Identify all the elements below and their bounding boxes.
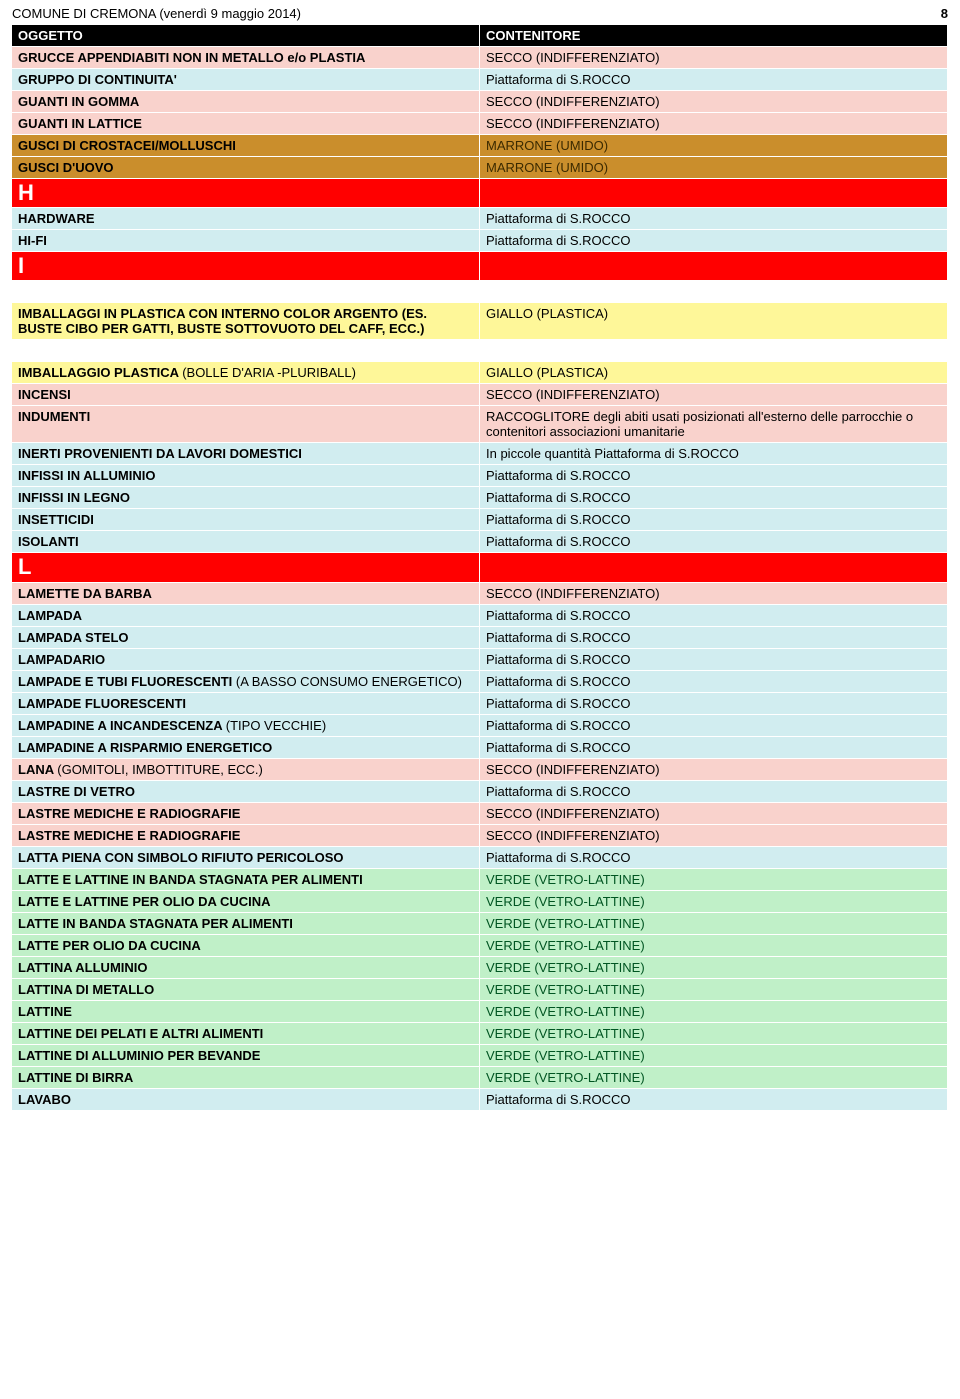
letter-row-i: I [12, 252, 948, 281]
table-row: LANA (GOMITOLI, IMBOTTITURE, ECC.)SECCO … [12, 758, 948, 780]
table-row: LAMETTE DA BARBASECCO (INDIFFERENZIATO) [12, 582, 948, 604]
table-row: LAMPADAPiattaforma di S.ROCCO [12, 604, 948, 626]
table-row: LASTRE MEDICHE E RADIOGRAFIESECCO (INDIF… [12, 802, 948, 824]
table-row: INSETTICIDIPiattaforma di S.ROCCO [12, 509, 948, 531]
table-row: GRUPPO DI CONTINUITA'Piattaforma di S.RO… [12, 69, 948, 91]
table-row: IMBALLAGGI IN CARTA E CARTONEBIANCO (CAR… [12, 281, 948, 303]
table-row: LATTE E LATTINE PER OLIO DA CUCINAVERDE … [12, 890, 948, 912]
table-row: LATTINE DEI PELATI E ALTRI ALIMENTIVERDE… [12, 1022, 948, 1044]
table-row: ISOLANTIPiattaforma di S.ROCCO [12, 531, 948, 553]
table-row: LAMPADA STELOPiattaforma di S.ROCCO [12, 626, 948, 648]
table-row: LATTINA DI METALLOVERDE (VETRO-LATTINE) [12, 978, 948, 1000]
table-row: LAMPADE FLUORESCENTIPiattaforma di S.ROC… [12, 692, 948, 714]
table-row: IMBALLAGGI IN PLASTICA CON INTERNO COLOR… [12, 303, 948, 340]
table-row: LAVABOPiattaforma di S.ROCCO [12, 1088, 948, 1110]
waste-table: OGGETTO CONTENITORE GRUCCE APPENDIABITI … [12, 25, 948, 1111]
table-row: HI-FIPiattaforma di S.ROCCO [12, 230, 948, 252]
table-row: LAMPADE E TUBI FLUORESCENTI (A BASSO CON… [12, 670, 948, 692]
letter-row-h: H [12, 179, 948, 208]
table-row: LATTE IN BANDA STAGNATA PER ALIMENTIVERD… [12, 912, 948, 934]
table-row: INERTI PROVENIENTI DA LAVORI DOMESTICIIn… [12, 443, 948, 465]
page-header: COMUNE DI CREMONA (venerdì 9 maggio 2014… [0, 0, 960, 25]
table-row: GUSCI D'UOVOMARRONE (UMIDO) [12, 157, 948, 179]
table-row: HARDWAREPiattaforma di S.ROCCO [12, 208, 948, 230]
table-row: INFISSI IN LEGNOPiattaforma di S.ROCCO [12, 487, 948, 509]
table-row: GRUCCE APPENDIABITI NON IN METALLO e/o P… [12, 47, 948, 69]
letter-row-l: L [12, 553, 948, 582]
doc-title: COMUNE DI CREMONA (venerdì 9 maggio 2014… [12, 6, 301, 21]
table-row: LASTRE DI VETROPiattaforma di S.ROCCO [12, 780, 948, 802]
table-row: LATTINE DI BIRRAVERDE (VETRO-LATTINE) [12, 1066, 948, 1088]
table-row: LAMPADARIOPiattaforma di S.ROCCO [12, 648, 948, 670]
page-number: 8 [941, 6, 948, 21]
table-row: INDUMENTIRACCOGLITORE degli abiti usati … [12, 406, 948, 443]
col-contenitore: CONTENITORE [480, 25, 948, 47]
table-row: GUSCI DI CROSTACEI/MOLLUSCHIMARRONE (UMI… [12, 135, 948, 157]
table-row: LATTA PIENA CON SIMBOLO RIFIUTO PERICOLO… [12, 846, 948, 868]
table-row: IMBALLAGGI QUALSIASI DI CARTA O CARTONEB… [12, 340, 948, 362]
table-row: LAMPADINE A RISPARMIO ENERGETICOPiattafo… [12, 736, 948, 758]
table-row: LATTE PER OLIO DA CUCINAVERDE (VETRO-LAT… [12, 934, 948, 956]
table-row: LATTINA ALLUMINIOVERDE (VETRO-LATTINE) [12, 956, 948, 978]
table-row: IMBALLAGGIO PLASTICA (BOLLE D'ARIA -PLUR… [12, 362, 948, 384]
table-row: LATTINE DI ALLUMINIO PER BEVANDEVERDE (V… [12, 1044, 948, 1066]
table-row: LATTE E LATTINE IN BANDA STAGNATA PER AL… [12, 868, 948, 890]
table-row: LASTRE MEDICHE E RADIOGRAFIESECCO (INDIF… [12, 824, 948, 846]
table-row: LATTINEVERDE (VETRO-LATTINE) [12, 1000, 948, 1022]
table-row: INFISSI IN ALLUMINIOPiattaforma di S.ROC… [12, 465, 948, 487]
table-row: INCENSISECCO (INDIFFERENZIATO) [12, 384, 948, 406]
table-row: LAMPADINE A INCANDESCENZA (TIPO VECCHIE)… [12, 714, 948, 736]
table-row: GUANTI IN GOMMASECCO (INDIFFERENZIATO) [12, 91, 948, 113]
table-row: GUANTI IN LATTICESECCO (INDIFFERENZIATO) [12, 113, 948, 135]
header-row: OGGETTO CONTENITORE [12, 25, 948, 47]
col-oggetto: OGGETTO [12, 25, 480, 47]
